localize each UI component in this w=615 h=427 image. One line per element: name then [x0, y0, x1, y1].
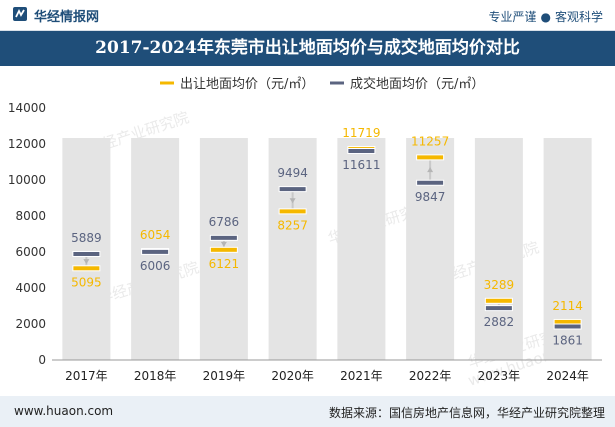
- deal-price-marker: [142, 249, 169, 254]
- supply-price-label: 5095: [71, 275, 102, 289]
- supply-price-label: 2114: [552, 299, 583, 313]
- legend-label-2: 成交地面均价（元/㎡）: [350, 76, 484, 92]
- axes: 0 2000 4000 6000 8000 10000 12000 14000 2017年 201…: [8, 101, 602, 383]
- top-bar: 华经情报网 专业严谨 ● 客观科学: [0, 0, 615, 31]
- deal-price-label: 6786: [209, 215, 240, 229]
- y-tick-label: 4000: [15, 281, 46, 295]
- supply-price-marker: [485, 298, 512, 303]
- connector-arrow-icon: [427, 167, 434, 173]
- x-tick-label: 2023年: [478, 369, 521, 383]
- legend-label-1: 出让地面均价（元/㎡）: [180, 77, 314, 92]
- connector-arrow-icon: [220, 241, 227, 247]
- background-column: [474, 138, 523, 360]
- y-tick-label: 8000: [15, 209, 46, 223]
- deal-price-label: 11611: [342, 158, 380, 172]
- brand-name: 华经情报网: [34, 10, 100, 25]
- data-marks: 5095 5889 6054 6006 6121 6786 8257 9494 11719 116…: [71, 126, 583, 347]
- y-tick-label: 0: [38, 353, 46, 367]
- deal-price-marker: [554, 324, 581, 329]
- title-bar: 2017-2024年东莞市出让地面均价与成交地面均价对比: [0, 31, 615, 66]
- footer-source: 数据来源：国信房地产信息网，华经产业研究院整理: [328, 406, 605, 420]
- x-tick-label: 2017年: [65, 369, 108, 383]
- y-tick-label: 6000: [15, 245, 46, 259]
- supply-price-label: 6121: [209, 257, 240, 271]
- x-tick-label: 2018年: [134, 369, 177, 383]
- tagline-dot-icon: ●: [540, 10, 551, 24]
- y-tick-label: 12000: [8, 137, 46, 151]
- background-column: [268, 138, 317, 360]
- deal-price-marker: [210, 235, 237, 240]
- supply-price-marker: [417, 155, 444, 160]
- deal-price-marker: [73, 251, 100, 256]
- footer: www.huaon.com 数据来源：国信房地产信息网，华经产业研究院整理: [0, 396, 615, 427]
- x-tick-label: 2020年: [271, 369, 314, 383]
- tagline-left: 专业严谨: [488, 10, 537, 24]
- supply-price-marker: [554, 319, 581, 324]
- background-column: [62, 138, 111, 360]
- connector-arrow-icon: [289, 198, 296, 204]
- deal-price-label: 9494: [277, 166, 308, 180]
- y-tick-label: 14000: [8, 101, 46, 115]
- supply-price-label: 6054: [140, 228, 171, 242]
- supply-price-marker: [73, 266, 100, 271]
- deal-price-marker: [485, 306, 512, 311]
- deal-price-marker: [348, 149, 375, 154]
- tagline-right: 客观科学: [554, 10, 603, 24]
- x-tick-label: 2021年: [340, 369, 383, 383]
- chart-title: 2017-2024年东莞市出让地面均价与成交地面均价对比: [95, 38, 520, 58]
- huajing-logo-icon: [13, 7, 27, 21]
- y-tick-label: 2000: [15, 317, 46, 331]
- tagline: 专业严谨 ● 客观科学: [488, 8, 603, 25]
- x-tick-label: 2019年: [203, 369, 246, 383]
- footer-website: www.huaon.com: [14, 404, 114, 418]
- supply-price-label: 11719: [342, 126, 380, 140]
- supply-price-marker: [279, 209, 306, 214]
- background-column: [337, 138, 386, 360]
- deal-price-label: 5889: [71, 231, 102, 245]
- supply-price-marker: [210, 247, 237, 252]
- supply-price-label: 3289: [484, 278, 515, 292]
- deal-price-label: 6006: [140, 259, 171, 273]
- x-tick-label: 2022年: [409, 369, 452, 383]
- connector-arrow-icon: [83, 259, 90, 265]
- supply-price-label: 11257: [411, 134, 449, 148]
- legend: 出让地面均价（元/㎡） 成交地面均价（元/㎡）: [160, 76, 484, 92]
- x-tick-label: 2024年: [546, 369, 589, 383]
- deal-price-marker: [279, 187, 306, 192]
- supply-price-label: 8257: [277, 218, 308, 232]
- deal-price-label: 2882: [484, 315, 515, 329]
- deal-price-label: 9847: [415, 190, 446, 204]
- y-tick-label: 10000: [8, 173, 46, 187]
- chart: 华经产业研究院华经产业研究院华经产业研究院华经产业研究院华经产业研究院www.h…: [8, 76, 602, 390]
- deal-price-label: 1861: [552, 334, 583, 348]
- deal-price-marker: [417, 180, 444, 185]
